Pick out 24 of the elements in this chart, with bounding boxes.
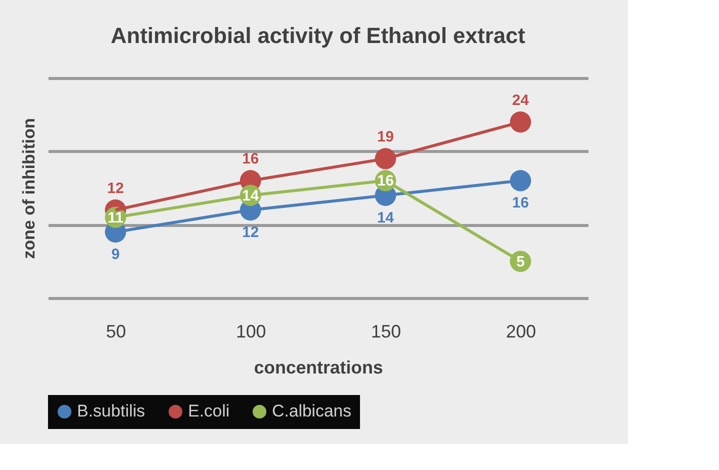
x-tick-label: 200 xyxy=(506,322,536,342)
data-label: 16 xyxy=(512,194,529,212)
data-label: 9 xyxy=(111,246,120,263)
y-axis-title: zone of inhibition xyxy=(20,118,38,259)
point xyxy=(510,170,532,192)
legend-label: C.albicans xyxy=(272,402,352,421)
data-label: 5 xyxy=(516,253,525,270)
point xyxy=(510,111,532,133)
data-label: 19 xyxy=(377,128,394,146)
x-tick-label: 150 xyxy=(370,322,402,342)
data-label: 11 xyxy=(108,209,124,226)
data-label: 12 xyxy=(242,224,259,241)
data-label: 14 xyxy=(377,209,394,226)
chart-title: Antimicrobial activity of Ethanol extract xyxy=(110,23,526,48)
data-label: 16 xyxy=(242,150,259,168)
data-label: 14 xyxy=(242,187,260,204)
x-axis-title: concentrations xyxy=(254,358,384,378)
legend-label: B.subtilis xyxy=(77,402,146,421)
x-tick-label: 50 xyxy=(106,322,126,342)
data-label: 16 xyxy=(377,172,394,190)
x-tick-label: 100 xyxy=(236,322,266,342)
data-label: 12 xyxy=(107,180,124,197)
data-label: 24 xyxy=(512,92,530,109)
legend-label: E.coli xyxy=(188,402,230,421)
